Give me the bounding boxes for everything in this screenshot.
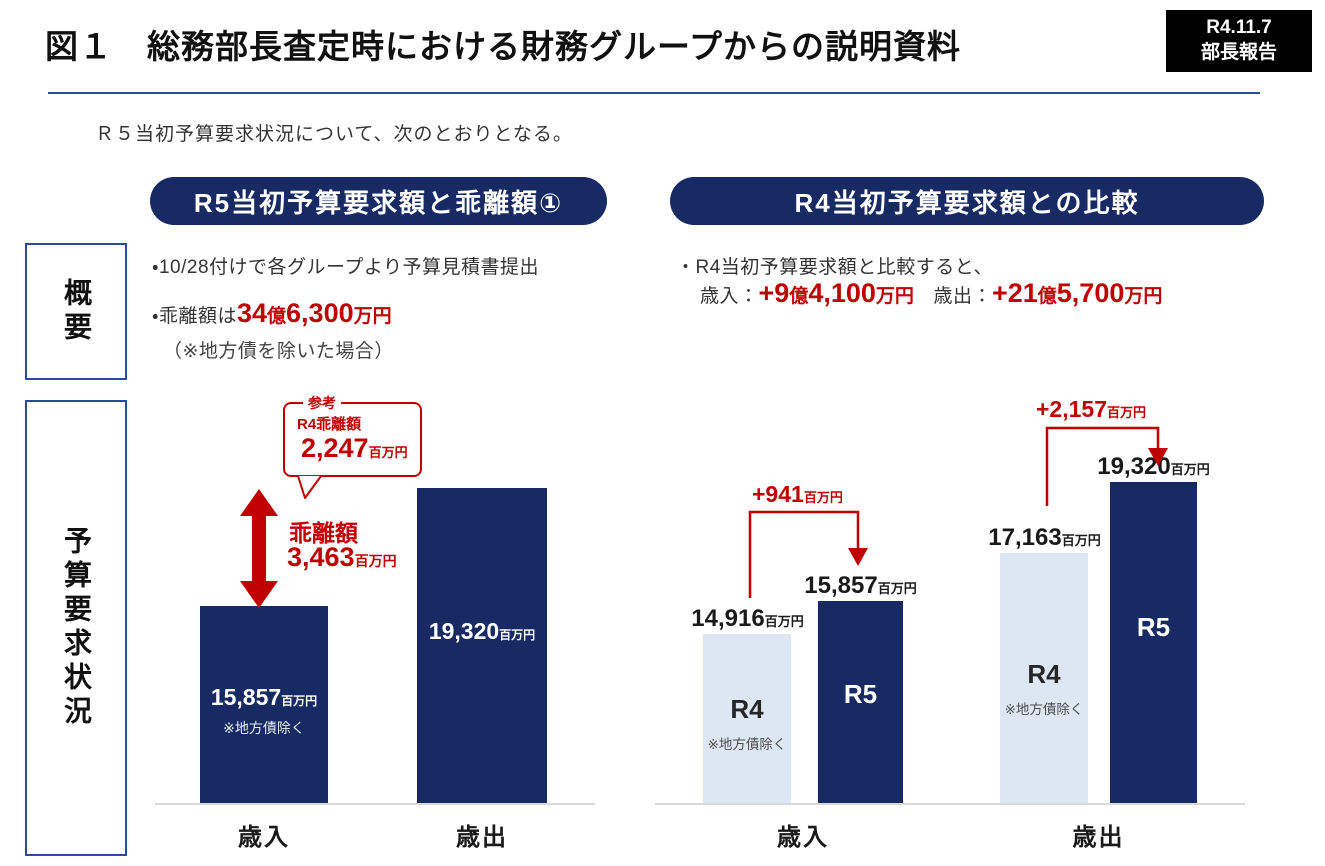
spacer [914,281,934,308]
revenue-diff-num2: 4,100 [808,278,876,308]
revenue-increase-arrow-icon [748,510,868,598]
left-bullet-1: ・10/28付けで各グループより予算見積書提出 [152,257,539,278]
r5-revenue-series-label: R5 [843,679,878,709]
right-chart-category-expenditure: 歳出 [1072,824,1125,851]
row-label-overview: 概要 [25,243,127,380]
left-chart-category-expenditure: 歳出 [456,824,508,851]
r5-revenue-unit: 百万円 [877,581,917,596]
r5-revenue-number: 15,857 [804,572,878,599]
expenditure-bar-unit: 百万円 [499,628,536,642]
page-title: 図１ 総務部長査定時における財務グループからの説明資料 [45,28,962,65]
left-bullet-2-note: （※地方債を除いた場合） [163,341,394,362]
revenue-diff-num1: +9 [758,278,790,308]
expenditure-diff-unit1: 億 [1037,286,1057,307]
right-chart-bar-r5-revenue: R5 [818,601,903,803]
deviation-amount-num2: 6,300 [286,298,354,328]
right-chart-bar-r5-expenditure: R5 [1110,482,1197,803]
r4-expenditure-value: 17,163百万円 [972,524,1117,552]
gap-value-unit: 百万円 [354,553,397,569]
r4-expenditure-note: ※地方債除く [1004,702,1084,717]
revenue-diff-unit-label: 百万円 [803,490,843,505]
callout-tail-icon [297,475,322,499]
gap-value: 3,463百万円 [287,542,397,573]
expenditure-diff-label: 歳出： [933,286,992,307]
expenditure-increase-arrow-icon [1045,426,1168,506]
section-header-left: R5当初予算要求額と乖離額① [150,177,607,225]
badge-label: 部長報告 [1200,42,1277,63]
right-chart-bar-r4-revenue: R4 ※地方債除く [703,634,791,803]
r4-revenue-number: 14,916 [691,605,765,632]
title-underline [48,92,1260,94]
expenditure-diff-callout: +2,157百万円 [1036,396,1146,423]
callout-value-number: 2,247 [301,433,369,463]
deviation-amount-num1: 34 [236,298,268,328]
r4-expenditure-series-label: R4 [1027,659,1061,689]
callout-label: R4乖離額 [297,416,362,433]
r4-revenue-note: ※地方債除く [707,737,787,752]
gap-label: 乖離額 [289,520,358,546]
r4-revenue-value: 14,916百万円 [675,605,820,633]
r4-expenditure-number: 17,163 [988,524,1062,551]
deviation-amount-unit2: 万円 [353,306,392,327]
right-bullet-1: ・R4当初予算要求額と比較すると、 [676,257,994,278]
row-label-budget-status: 予算要求状況 [25,400,127,856]
r4-revenue-unit: 百万円 [764,614,804,629]
callout-value-unit: 百万円 [368,445,408,460]
revenue-diff-number: +941 [752,481,804,507]
expenditure-bar-number: 19,320 [428,618,500,644]
left-chart-baseline [155,803,595,805]
intro-text: Ｒ５当初予算要求状況について、次のとおりとなる。 [95,124,573,145]
deviation-amount-unit1: 億 [267,306,287,327]
revenue-diff-unit1: 億 [789,286,809,307]
badge-date: R4.11.7 [1206,17,1272,39]
revenue-diff-label: 歳入： [700,286,759,307]
right-chart-category-revenue: 歳入 [777,824,829,851]
r5-expenditure-unit: 百万円 [1170,462,1210,477]
r4-expenditure-unit: 百万円 [1061,533,1101,548]
expenditure-diff-num1: +21 [991,278,1038,308]
r5-revenue-value: 15,857百万円 [788,572,933,600]
reference-callout: 参考 R4乖離額 2,247百万円 [283,393,422,499]
left-bullet-2-text: ・乖離額は [152,306,237,327]
right-chart-bar-r4-expenditure: R4 ※地方債除く [1000,553,1088,803]
expenditure-bar-value: 19,320百万円 [417,618,547,645]
revenue-diff-unit2: 万円 [875,286,914,307]
gap-double-arrow-icon [240,489,278,608]
revenue-bar-unit: 百万円 [281,694,318,708]
r5-expenditure-series-label: R5 [1136,612,1171,642]
expenditure-diff-unit2: 万円 [1124,286,1163,307]
overview-label: 概要 [61,277,92,346]
callout-value: 2,247百万円 [301,433,420,464]
right-bullet-2: 歳入： +9 億 4,100 万円 歳出： +21 億 5,700 万円 [700,278,1162,309]
section-header-right: R4当初予算要求額との比較 [670,177,1264,225]
revenue-diff-callout: +941百万円 [752,481,843,508]
left-chart-bar-expenditure: 19,320百万円 [417,488,547,803]
callout-tag: 参考 [303,393,341,413]
revenue-bar-note: ※地方債除く [223,720,305,736]
left-bullet-2: ・乖離額は 34 億 6,300 万円 [152,298,392,329]
expenditure-diff-number: +2,157 [1036,396,1107,422]
budget-status-label: 予算要求状況 [61,526,92,730]
r4-revenue-series-label: R4 [730,694,764,724]
revenue-bar-number: 15,857 [210,684,282,710]
report-date-badge: R4.11.7 部長報告 [1166,10,1312,72]
revenue-bar-value: 15,857百万円 [200,684,328,711]
expenditure-diff-num2: 5,700 [1056,278,1125,308]
left-chart-bar-revenue: 15,857百万円 ※地方債除く [200,606,328,803]
right-chart-baseline [655,803,1245,805]
left-chart-category-revenue: 歳入 [238,824,290,851]
gap-value-number: 3,463 [287,542,355,572]
expenditure-diff-unit-label: 百万円 [1107,405,1147,420]
